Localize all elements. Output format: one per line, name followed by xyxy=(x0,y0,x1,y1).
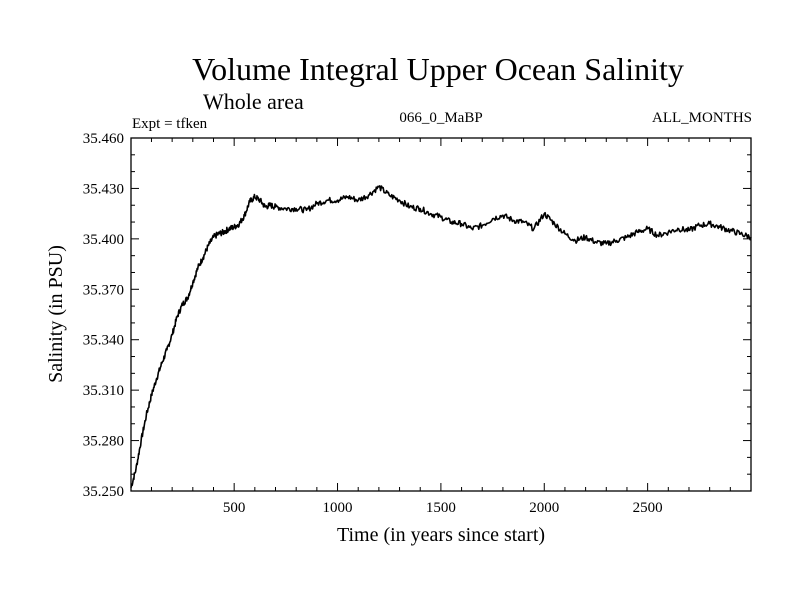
y-tick-label: 35.400 xyxy=(83,232,124,248)
plot-frame xyxy=(130,137,752,492)
y-axis-tick-labels: 35.250 35.280 35.310 35.340 35.370 35.400 35.4… xyxy=(83,131,124,500)
chart-title: Volume Integral Upper Ocean Salinity xyxy=(192,51,684,87)
x-axis-tick-labels: 500 1000 1500 2000 2500 xyxy=(223,500,663,516)
chart-subtitle: Whole area xyxy=(203,89,304,114)
x-tick-label: 2000 xyxy=(529,500,559,516)
y-axis-label: Salinity (in PSU) xyxy=(45,245,67,383)
x-tick-label: 1000 xyxy=(323,500,353,516)
salinity-series-line xyxy=(130,185,752,488)
y-tick-label: 35.280 xyxy=(83,434,124,450)
y-tick-label: 35.460 xyxy=(83,131,124,147)
y-tick-label: 35.430 xyxy=(83,181,124,197)
x-tick-label: 500 xyxy=(223,500,246,516)
header-right-label: ALL_MONTHS xyxy=(652,110,752,126)
y-tick-label: 35.310 xyxy=(83,383,124,399)
y-tick-label: 35.370 xyxy=(83,282,124,298)
y-tick-label: 35.340 xyxy=(83,333,124,349)
header-center-label: 066_0_MaBP xyxy=(399,110,482,126)
x-tick-label: 2500 xyxy=(633,500,663,516)
x-axis-label: Time (in years since start) xyxy=(337,524,545,546)
y-tick-label: 35.250 xyxy=(83,484,124,500)
axis-ticks xyxy=(131,138,751,491)
x-tick-label: 1500 xyxy=(426,500,456,516)
header-left-label: Expt = tfken xyxy=(132,116,208,132)
